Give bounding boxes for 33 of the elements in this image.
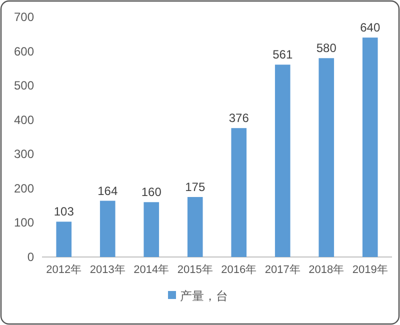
- data-label: 175: [185, 180, 206, 194]
- x-tick-label: 2015年: [177, 264, 213, 276]
- data-label: 561: [272, 48, 293, 62]
- bar: [56, 222, 72, 257]
- y-tick-label: 100: [14, 216, 34, 230]
- bar: [100, 200, 116, 257]
- y-tick-label: 700: [14, 10, 34, 24]
- bar: [274, 64, 290, 257]
- x-tick-label: 2016年: [221, 264, 257, 276]
- bar: [318, 58, 334, 257]
- x-tick-label: 2012年: [46, 264, 82, 276]
- bar: [231, 128, 247, 257]
- y-tick-label: 300: [14, 147, 34, 162]
- data-label: 580: [316, 41, 337, 56]
- y-tick-label: 600: [14, 44, 34, 58]
- x-tick-label: 2014年: [134, 264, 170, 276]
- data-label: 103: [54, 204, 74, 219]
- data-label: 164: [98, 184, 118, 198]
- y-tick-label: 500: [14, 78, 34, 93]
- data-label: 376: [228, 111, 250, 126]
- bar: [187, 197, 203, 257]
- bar: [144, 202, 160, 257]
- y-tick-label: 0: [27, 250, 34, 264]
- x-tick-label: 2018年: [308, 264, 344, 276]
- y-tick-label: 200: [14, 181, 34, 196]
- data-label: 640: [360, 20, 380, 35]
- data-label: 160: [141, 185, 162, 200]
- bar: [362, 38, 378, 257]
- x-tick-label: 2017年: [264, 264, 300, 276]
- legend-label: 产量，台: [180, 289, 228, 303]
- x-tick-label: 2019年: [352, 264, 388, 276]
- y-tick-label: 400: [14, 112, 34, 127]
- x-tick-label: 2013年: [90, 264, 126, 276]
